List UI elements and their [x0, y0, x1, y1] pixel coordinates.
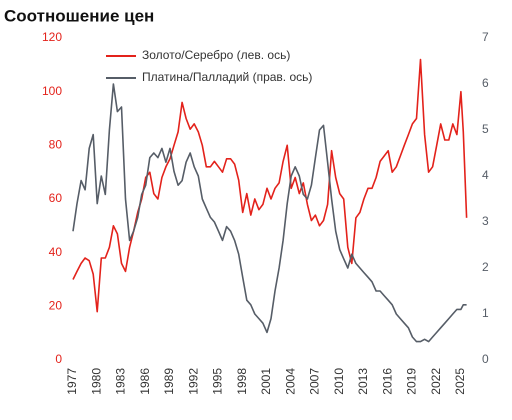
y-tick-label: 40 [49, 245, 63, 259]
y-tick-label: 60 [49, 191, 63, 205]
x-tick-label: 1992 [186, 368, 200, 395]
x-tick-label: 1983 [114, 368, 128, 395]
y2-tick-label: 2 [482, 260, 489, 274]
x-tick-label: 1980 [89, 368, 103, 395]
x-tick-label: 1995 [211, 368, 225, 395]
y-tick-label: 20 [49, 299, 63, 313]
x-tick-label: 2004 [283, 368, 297, 395]
chart-title: Соотношение цен [4, 6, 154, 25]
y2-tick-label: 0 [482, 352, 489, 366]
x-tick-label: 1998 [235, 368, 249, 395]
x-tick-label: 2007 [308, 368, 322, 395]
x-tick-label: 1989 [162, 368, 176, 395]
legend-label: Золото/Серебро (лев. ось) [142, 48, 290, 62]
y-tick-label: 120 [42, 30, 62, 44]
y2-tick-label: 5 [482, 122, 489, 136]
y2-tick-label: 1 [482, 306, 489, 320]
legend-label: Платина/Палладий (прав. ось) [142, 70, 312, 84]
x-tick-label: 2022 [429, 368, 443, 395]
y2-tick-label: 7 [482, 30, 489, 44]
x-tick-label: 2019 [405, 368, 419, 395]
series-line [72, 83, 467, 343]
x-tick-label: 1986 [138, 368, 152, 395]
y2-tick-label: 6 [482, 76, 489, 90]
y2-tick-label: 4 [482, 168, 489, 182]
series-line [72, 58, 468, 313]
x-tick-label: 1977 [65, 368, 79, 395]
y-tick-label: 0 [55, 352, 62, 366]
y-tick-label: 100 [42, 84, 62, 98]
x-tick-label: 2025 [453, 368, 467, 395]
x-tick-label: 2016 [380, 368, 394, 395]
x-tick-label: 2001 [259, 368, 273, 395]
y-tick-label: 80 [49, 138, 63, 152]
y2-tick-label: 3 [482, 214, 489, 228]
x-tick-label: 2013 [356, 368, 370, 395]
x-tick-label: 2010 [332, 368, 346, 395]
